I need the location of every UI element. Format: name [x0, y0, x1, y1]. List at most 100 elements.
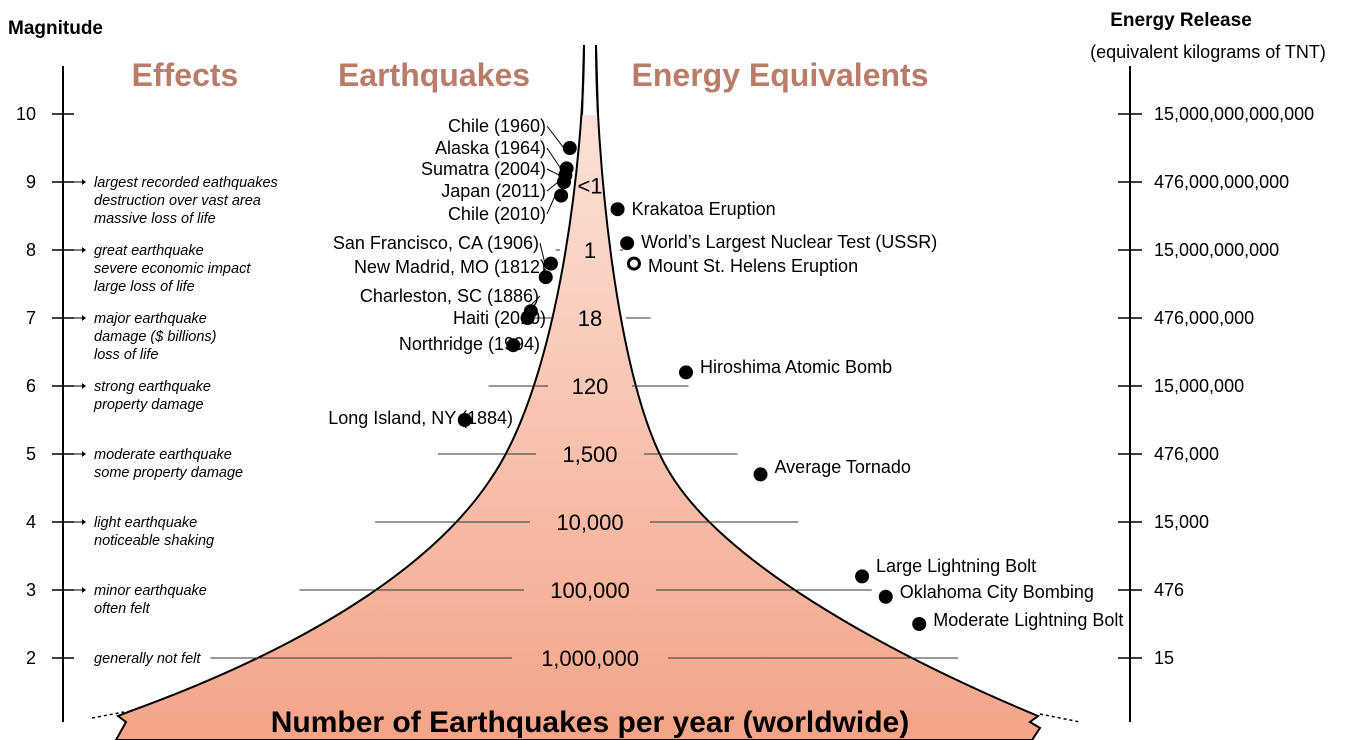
effect-text: often felt [94, 601, 151, 617]
header-effects: Effects [132, 57, 239, 93]
right-axis-tick-label: 476,000 [1154, 444, 1219, 464]
energy-label: Oklahoma City Bombing [900, 582, 1094, 602]
earthquake-label: Haiti (2010) [453, 308, 546, 328]
frequency-label: 1 [584, 238, 596, 263]
funnel-right-edge-top [595, 44, 599, 116]
energy-marker [855, 569, 870, 584]
earthquake-marker [457, 413, 472, 427]
right-axis-tick-label: 15 [1154, 648, 1174, 668]
effect-text: noticeable shaking [94, 533, 214, 549]
frequency-label: 1,500 [562, 442, 617, 467]
earthquake-marker [506, 338, 521, 353]
effect-text: moderate earthquake [94, 447, 232, 463]
frequency-label: 120 [572, 374, 609, 399]
effect-text: generally not felt [94, 651, 201, 667]
footer-title: Number of Earthquakes per year (worldwid… [271, 706, 909, 739]
frequency-label: <1 [577, 173, 602, 198]
effect-text: massive loss of life [94, 211, 216, 227]
energy-label: Mount St. Helens Eruption [648, 256, 858, 276]
energy-marker [912, 617, 927, 631]
left-axis-title: Magnitude [8, 18, 103, 39]
effect-arrowhead [82, 519, 86, 525]
effect-arrowhead [82, 247, 86, 253]
left-axis-tick-label: 5 [26, 444, 36, 464]
earthquake-label: San Francisco, CA (1906) [333, 233, 539, 253]
effect-text: great earthquake [94, 243, 204, 259]
left-axis-tick-label: 6 [26, 376, 36, 396]
earthquake-leader-line [539, 242, 546, 264]
effect-text: large loss of life [94, 279, 195, 295]
effect-text: light earthquake [94, 515, 197, 531]
effect-text: some property damage [94, 465, 243, 481]
earthquake-label: Alaska (1964) [435, 138, 546, 158]
right-break-mark [1039, 713, 1081, 723]
energy-label: Krakatoa Eruption [632, 199, 776, 219]
left-axis-tick-label: 4 [26, 512, 36, 532]
energy-marker [679, 365, 694, 380]
energy-label: Hiroshima Atomic Bomb [700, 357, 892, 377]
earthquake-leader-line [546, 181, 559, 192]
frequency-label: 100,000 [550, 578, 630, 603]
effect-text: loss of life [94, 347, 158, 363]
right-axis-tick-label: 476,000,000,000 [1154, 172, 1289, 192]
energy-marker [620, 236, 635, 251]
frequency-label: 1,000,000 [541, 646, 639, 671]
effect-text: property damage [93, 397, 204, 413]
right-axis-tick-label: 15,000,000,000 [1154, 240, 1279, 260]
right-axis-tick-label: 15,000 [1154, 512, 1209, 532]
funnel-left-edge-top [581, 44, 585, 116]
energy-label: Average Tornado [775, 457, 911, 477]
right-axis-tick-label: 15,000,000 [1154, 376, 1244, 396]
effect-text: major earthquake [94, 311, 207, 327]
effect-text: damage ($ billions) [94, 329, 217, 345]
earthquake-leader-line [546, 195, 556, 215]
earthquake-label: Charleston, SC (1886) [360, 286, 539, 306]
effect-arrowhead [82, 315, 86, 321]
frequency-label: 18 [578, 306, 602, 331]
left-axis-tick-label: 3 [26, 580, 36, 600]
energy-marker [610, 202, 625, 217]
left-axis-tick-label: 7 [26, 308, 36, 328]
effect-text: severe economic impact [94, 261, 251, 277]
earthquake-leader-line [539, 266, 548, 278]
earthquake-leader-line [546, 147, 562, 169]
right-axis-subtitle: (equivalent kilograms of TNT) [1090, 42, 1326, 62]
energy-marker [753, 467, 768, 482]
earthquake-label: Japan (2011) [441, 181, 546, 201]
earthquake-marker [554, 188, 569, 203]
left-axis-tick-label: 10 [16, 104, 36, 124]
earthquake-label: Northridge (1994) [399, 334, 540, 354]
effect-text: destruction over vast area [94, 193, 261, 209]
earthquake-label: Long Island, NY (1884) [328, 408, 513, 428]
earthquake-label: New Madrid, MO (1812) [354, 257, 546, 277]
header-earthquakes: Earthquakes [338, 57, 530, 93]
earthquake-leader-line [546, 125, 565, 149]
earthquake-marker [543, 256, 558, 271]
effect-text: minor earthquake [94, 583, 207, 599]
effect-arrowhead [82, 587, 86, 593]
right-axis-tick-label: 476,000,000 [1154, 308, 1254, 328]
left-axis-tick-label: 2 [26, 648, 36, 668]
energy-marker-hollow [626, 256, 641, 271]
earthquake-marker [557, 175, 572, 189]
funnel-top-mask [582, 45, 598, 115]
earthquake-leader-line [546, 168, 560, 176]
header-energy: Energy Equivalents [632, 57, 929, 93]
effect-arrowhead [82, 179, 86, 185]
left-axis-tick-label: 9 [26, 172, 36, 192]
earthquake-label: Chile (1960) [448, 116, 546, 136]
right-axis-title: Energy Release [1110, 10, 1252, 31]
earthquake-leader-line [524, 295, 541, 312]
funnel-shape [114, 44, 1042, 740]
energy-label: Large Lightning Bolt [876, 556, 1036, 576]
effect-arrowhead [82, 451, 86, 457]
energy-label: Moderate Lightning Bolt [933, 610, 1123, 630]
earthquake-marker [520, 311, 535, 325]
right-axis-tick-label: 476 [1154, 580, 1184, 600]
left-axis-tick-label: 8 [26, 240, 36, 260]
earthquake-label: Sumatra (2004) [421, 159, 546, 179]
right-axis-tick-label: 15,000,000,000,000 [1154, 104, 1314, 124]
effect-arrowhead [82, 383, 86, 389]
